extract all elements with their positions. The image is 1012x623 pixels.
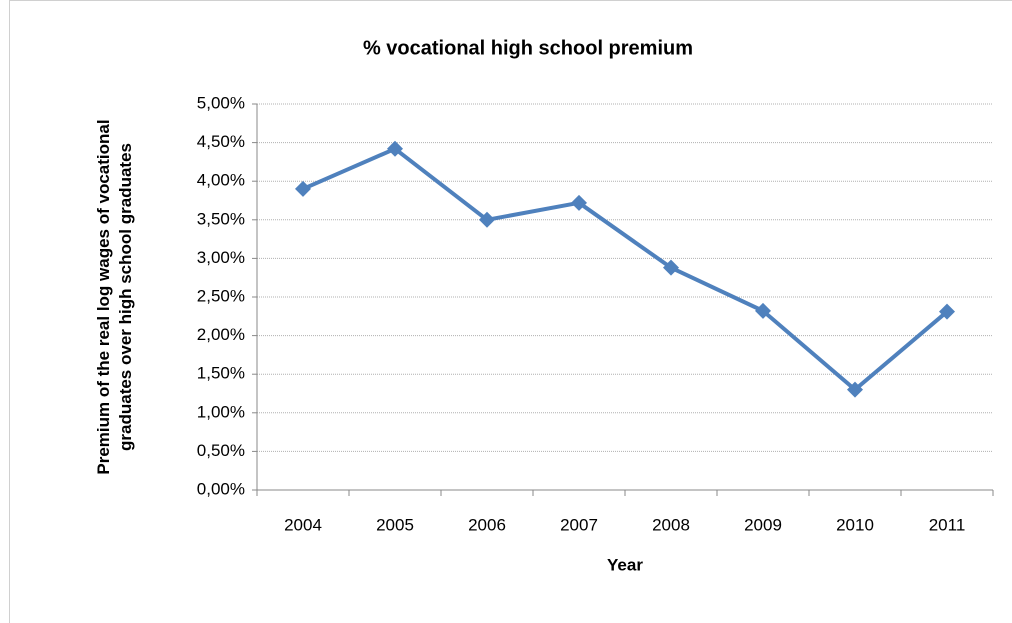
y-tick-label: 0,50% bbox=[197, 441, 245, 460]
x-tick-label: 2010 bbox=[836, 515, 874, 534]
marker bbox=[479, 211, 495, 228]
x-axis-title: Year bbox=[607, 555, 643, 574]
y-tick-label: 3,00% bbox=[197, 248, 245, 267]
y-tick-label: 2,50% bbox=[197, 286, 245, 305]
y-tick-label: 1,50% bbox=[197, 364, 245, 383]
marker bbox=[387, 140, 403, 157]
x-tick-label: 2009 bbox=[744, 515, 782, 534]
marker bbox=[663, 259, 679, 276]
marker bbox=[847, 381, 863, 398]
x-tick-label: 2004 bbox=[284, 515, 322, 534]
x-tick-label: 2011 bbox=[929, 515, 966, 534]
y-tick-label: 3,50% bbox=[197, 209, 245, 228]
marker bbox=[571, 194, 587, 211]
line bbox=[302, 146, 949, 392]
y-tick-label: 4,00% bbox=[197, 171, 245, 190]
y-axis-title: Premium of the real log wages of vocatio… bbox=[94, 119, 135, 475]
y-tick-label: 4,50% bbox=[197, 132, 245, 151]
x-tick-label: 2006 bbox=[468, 515, 506, 534]
marker bbox=[295, 180, 311, 197]
chart-title: % vocational high school premium bbox=[363, 37, 693, 59]
y-tick-label: 1,00% bbox=[197, 402, 245, 421]
marker bbox=[755, 302, 771, 319]
y-tick-label: 0,00% bbox=[197, 479, 245, 498]
marker bbox=[939, 303, 955, 320]
y-tick-label: 5,00% bbox=[197, 93, 245, 112]
y-tick-label: 2,00% bbox=[197, 325, 245, 344]
x-tick-label: 2005 bbox=[376, 515, 414, 534]
x-tick-label: 2008 bbox=[652, 515, 690, 534]
chart-frame bbox=[9, 0, 1012, 623]
x-tick-label: 2007 bbox=[560, 515, 598, 534]
